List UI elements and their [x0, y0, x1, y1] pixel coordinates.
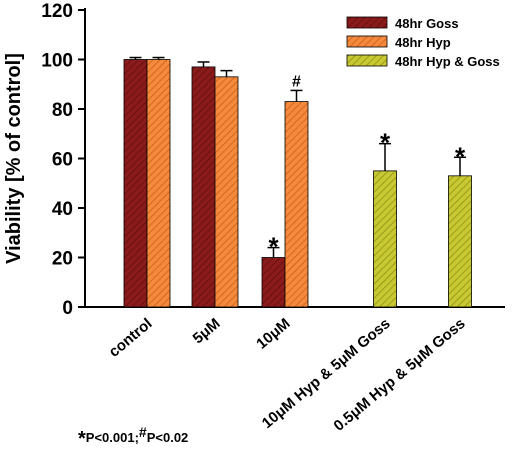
bar [214, 76, 239, 308]
y-tick-label: 40 [52, 199, 73, 220]
bar [146, 59, 171, 308]
y-tick-label: 0 [62, 298, 73, 319]
legend-label: 48hr Goss [395, 16, 459, 31]
bar [448, 175, 472, 308]
significance-mark: * [268, 232, 279, 262]
significance-mark: * [455, 141, 466, 171]
x-tick-label: 10μM [253, 315, 293, 353]
legend-label: 48hr Hyp & Goss [395, 54, 500, 69]
significance-mark: * [380, 128, 391, 158]
y-tick-label: 120 [41, 1, 73, 22]
significance-footnote: *P<0.001;#P<0.02 [78, 424, 188, 451]
y-tick-label: 100 [41, 51, 73, 72]
x-tick-label: 5μM [190, 315, 224, 347]
x-tick-label: control [106, 315, 156, 361]
x-tick-label: 0.5μM Hyp & 5μM Goss [331, 315, 469, 435]
y-tick-label: 80 [52, 100, 73, 121]
bar [123, 59, 148, 308]
legend-swatch [346, 54, 388, 67]
y-axis-label: Viability [% of control] [3, 53, 25, 264]
footnote-hash-symbol: # [138, 424, 147, 440]
y-tick-label: 60 [52, 150, 73, 171]
bar [261, 257, 286, 308]
bar [191, 66, 216, 308]
legend-swatch [346, 16, 388, 29]
significance-mark: # [292, 73, 301, 90]
footnote-star-text: P<0.001; [85, 430, 139, 445]
y-tick-label: 20 [52, 249, 73, 270]
footnote-star-symbol: * [78, 428, 86, 450]
legend-label: 48hr Hyp [395, 35, 451, 50]
bar [284, 101, 309, 308]
footnote-hash-text: P<0.02 [146, 430, 189, 445]
legend-swatch [346, 35, 388, 48]
bar [373, 170, 397, 308]
